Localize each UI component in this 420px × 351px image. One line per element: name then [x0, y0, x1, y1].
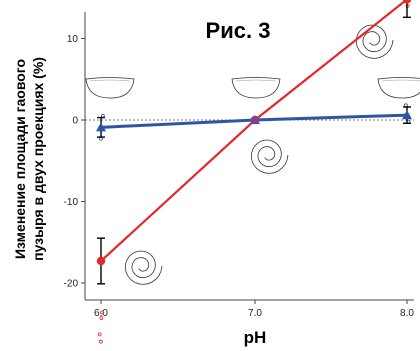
y-axis-title-line1: Изменение площади гаового: [12, 59, 28, 259]
flat-bubble-inner: [90, 80, 130, 81]
flat-bubble-icon: [86, 78, 134, 99]
raw-data-point: [98, 333, 101, 336]
series-1: [97, 0, 411, 343]
chart-title: Рис. 3: [206, 18, 271, 43]
raw-data-point: [99, 340, 102, 343]
spiral-shell-outline: [125, 251, 162, 284]
flat-bubble-inner: [236, 80, 276, 81]
x-tick-label: 7.0: [248, 308, 262, 319]
spiral-shell-outline: [356, 25, 393, 58]
flat-bubble-icon: [232, 78, 280, 99]
spiral-shell-icon: [251, 140, 288, 173]
y-tick-label: -20: [64, 279, 79, 290]
flat-bubble-icon: [378, 78, 420, 99]
overlap-marker: [251, 116, 259, 124]
x-axis-title: pH: [244, 328, 267, 347]
spiral-shell-outline: [251, 140, 288, 173]
y-tick-label: 0: [72, 116, 78, 127]
axes: -20-10010206.07.08.0: [64, 0, 415, 319]
spiral-shell-icon: [356, 25, 393, 58]
x-tick-label: 8.0: [400, 308, 414, 319]
y-tick-label: -10: [64, 197, 79, 208]
illustrations: [86, 25, 420, 284]
series: [96, 0, 412, 343]
y-axis-title-line2: пузыря в двух проекциях (%): [30, 57, 46, 261]
data-marker: [97, 257, 105, 265]
spiral-shell-icon: [125, 251, 162, 284]
y-tick-label: 10: [67, 34, 79, 45]
flat-bubble-inner: [382, 80, 420, 81]
